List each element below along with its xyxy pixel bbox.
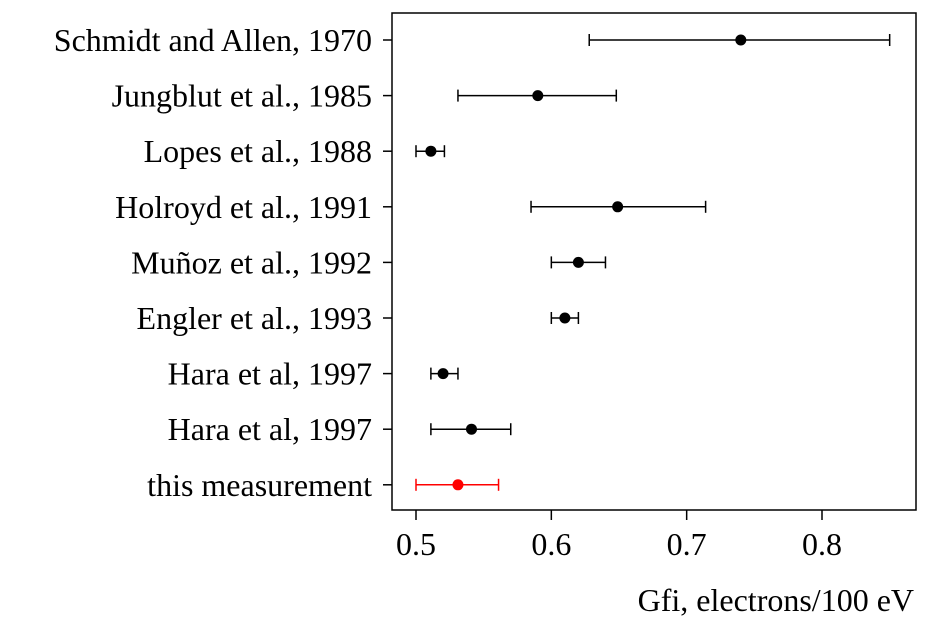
x-tick-label: 0.5 xyxy=(396,526,436,562)
data-point xyxy=(612,201,624,213)
x-tick-label: 0.8 xyxy=(802,526,842,562)
error-bar-group xyxy=(550,312,580,324)
y-tick-label: Lopes et al., 1988 xyxy=(144,133,372,169)
error-bar-group xyxy=(530,200,707,213)
x-axis-label: Gfi, electrons/100 eV xyxy=(638,582,914,618)
y-tick-label: Engler et al., 1993 xyxy=(137,300,372,336)
data-point xyxy=(437,368,449,380)
data-point xyxy=(559,312,571,324)
y-tick-label: Hara et al, 1997 xyxy=(168,356,372,392)
data-point xyxy=(425,145,437,157)
data-point xyxy=(465,423,477,435)
data-point xyxy=(572,256,584,268)
error-bar-group xyxy=(415,478,500,491)
y-tick-label: this measurement xyxy=(147,467,372,503)
x-tick-label: 0.6 xyxy=(531,526,571,562)
data-point xyxy=(735,34,747,46)
y-axis-labels: Schmidt and Allen, 1970 Jungblut et al., … xyxy=(54,22,392,503)
y-tick-label: Schmidt and Allen, 1970 xyxy=(54,22,372,58)
x-axis: 0.5 0.6 0.7 0.8 xyxy=(396,510,842,562)
error-bar-group xyxy=(588,34,891,46)
data-point xyxy=(452,479,464,491)
y-tick-label: Hara et al, 1997 xyxy=(168,411,372,447)
y-tick-label: Muñoz et al., 1992 xyxy=(131,244,372,280)
data-marks xyxy=(415,34,891,491)
data-point xyxy=(532,90,544,102)
error-bar-group xyxy=(550,256,607,269)
error-bar-group xyxy=(430,423,512,436)
error-bar-group xyxy=(457,89,618,102)
error-bar-group xyxy=(415,145,446,158)
y-tick-label: Holroyd et al., 1991 xyxy=(115,189,372,225)
y-tick-label: Jungblut et al., 1985 xyxy=(112,78,372,114)
plot-frame xyxy=(391,12,917,511)
error-bar-group xyxy=(430,367,459,380)
x-tick-label: 0.7 xyxy=(667,526,707,562)
